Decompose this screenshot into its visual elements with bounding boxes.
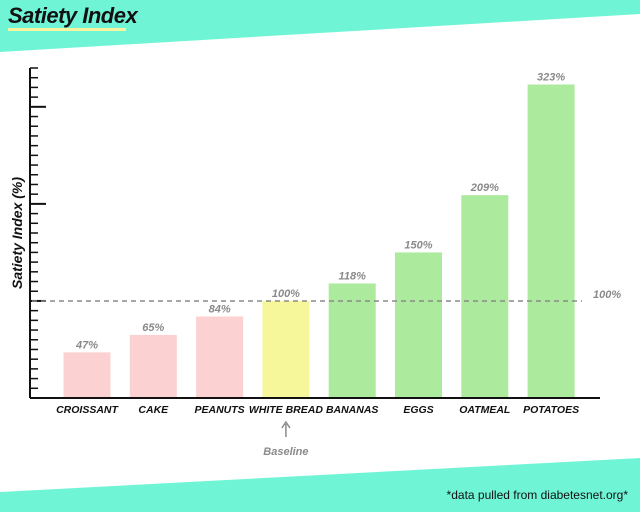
category-label: CAKE [138,404,169,416]
value-label: 84% [209,303,231,315]
value-label: 65% [142,322,164,334]
bar-white-bread [262,300,310,398]
top-accent-band [0,0,640,52]
category-label: WHITE BREAD [249,404,323,416]
value-label: 323% [537,72,565,84]
bars-group [30,84,600,399]
chart-title: Satiety Index [8,3,138,28]
category-label: EGGS [403,404,433,416]
labels-group: 47% CROISSANT 65% CAKE 84% PEANUTS 100% WHITE B… [56,72,579,459]
reference-line-group: 100% [32,289,621,302]
y-axis [29,67,46,399]
bar-potatoes [527,84,575,398]
y-axis-label: Satiety Index (%) [9,177,25,289]
value-label: 209% [470,182,499,194]
category-label: PEANUTS [195,404,245,416]
bar-peanuts [196,316,244,398]
value-label: 100% [272,288,300,300]
title-highlight [8,28,126,31]
bar-bananas [328,283,376,398]
bar-croissant [63,352,111,398]
value-label: 47% [75,339,98,351]
category-label: CROISSANT [56,404,119,416]
category-label: POTATOES [523,404,579,416]
bar-eggs [395,252,442,398]
category-label: BANANAS [326,404,379,416]
source-footnote: *data pulled from diabetesnet.org* [446,488,628,502]
annotation-arrow-head [281,420,291,429]
value-label: 150% [404,239,432,251]
annotation-label: Baseline [263,446,308,458]
bar-cake [129,334,177,398]
reference-line-label: 100% [593,289,621,301]
category-label: OATMEAL [459,404,510,416]
bottom-accent-band [0,458,640,512]
bar-oatmeal [461,195,509,398]
value-label: 118% [339,270,367,282]
